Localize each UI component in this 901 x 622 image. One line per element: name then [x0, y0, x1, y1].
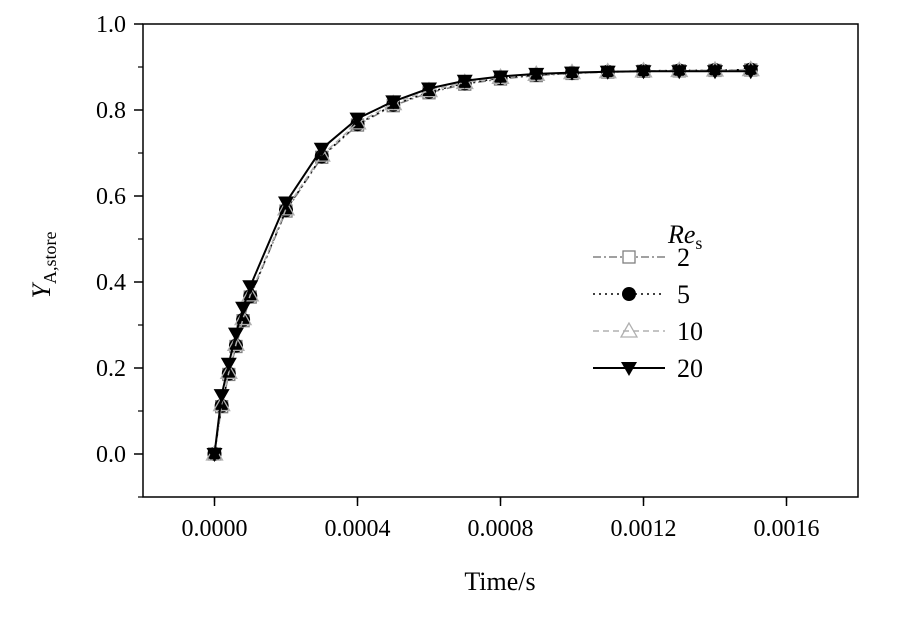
series-2 [207, 63, 758, 461]
data-point [242, 280, 259, 295]
legend-label: 2 [677, 243, 690, 272]
series-10 [205, 60, 760, 461]
data-point [349, 112, 366, 127]
x-tick-label: 0.0008 [468, 516, 534, 542]
data-point [233, 309, 253, 326]
x-tick-label: 0.0004 [325, 516, 391, 542]
series-20 [206, 65, 759, 462]
data-point [385, 95, 402, 110]
legend-title-main: Re [667, 220, 695, 249]
data-point [492, 70, 509, 85]
y-tick-label: 1.0 [96, 12, 126, 38]
data-point [226, 335, 246, 352]
x-tick-label: 0.0016 [754, 516, 820, 542]
data-point [219, 362, 238, 379]
y-tick-label: 0.0 [96, 442, 126, 468]
data-point [206, 448, 223, 462]
y-axis-label-main: Y [27, 281, 56, 298]
series-5 [207, 62, 758, 461]
data-point [456, 74, 473, 89]
data-point [313, 142, 330, 157]
legend-marker [622, 287, 636, 301]
legend-label: 10 [677, 317, 703, 346]
legend-marker [621, 362, 637, 376]
x-tick-label: 0.0012 [611, 516, 677, 542]
y-axis-label-sub: A,store [40, 232, 60, 285]
data-point [421, 82, 437, 97]
y-axis-label: YA,store [27, 232, 60, 299]
data-point [528, 67, 545, 82]
data-point [220, 357, 237, 372]
data-point [278, 196, 294, 211]
plot-frame [142, 23, 859, 498]
legend-title-sub: s [695, 233, 702, 253]
x-tick-label: 0.0000 [182, 516, 248, 542]
legend-marker [619, 321, 639, 338]
legend: Res 2 5 10 20 [593, 220, 703, 383]
data-point [213, 389, 230, 404]
data-point [564, 66, 580, 81]
data-point [235, 301, 252, 316]
data-point [276, 199, 296, 216]
data-point [635, 65, 652, 80]
y-tick-label: 0.8 [96, 98, 126, 124]
series-line [213, 70, 751, 455]
data-point [241, 285, 260, 302]
legend-title: Res [667, 220, 702, 253]
x-axis-label: Time/s [464, 567, 535, 596]
legend-label: 20 [677, 354, 703, 383]
legend-marker [622, 250, 636, 264]
data-point [227, 327, 244, 342]
y-tick-label: 0.2 [96, 356, 126, 382]
y-tick-label: 0.6 [96, 184, 126, 210]
data-point [671, 65, 688, 80]
y-tick-label: 0.4 [96, 270, 126, 296]
data-point [599, 65, 616, 80]
series-line [213, 69, 751, 455]
data-point [742, 65, 759, 80]
data-point [212, 395, 231, 412]
series-line [213, 68, 751, 455]
data-point [707, 65, 723, 80]
series-line [213, 68, 751, 455]
legend-label: 5 [677, 280, 690, 309]
